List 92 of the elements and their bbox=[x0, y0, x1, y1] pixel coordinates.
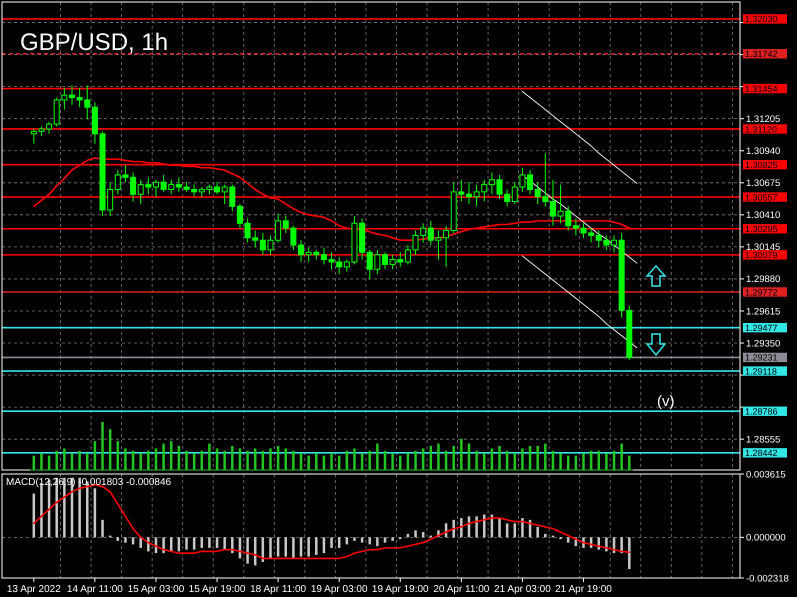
bar bbox=[422, 532, 424, 538]
bar bbox=[223, 537, 226, 550]
bar bbox=[514, 523, 516, 538]
bar bbox=[536, 526, 539, 538]
bar bbox=[452, 520, 455, 538]
x-tick-label: 21 Apr 03:00 bbox=[494, 584, 552, 595]
bar bbox=[116, 537, 120, 541]
y-tick-label: 1.30675 bbox=[746, 178, 780, 190]
ref-line-label: 1.29772 bbox=[745, 287, 778, 298]
y-tick-label: 1.31205 bbox=[746, 114, 780, 125]
bar bbox=[124, 537, 127, 543]
x-tick-label: 14 Apr 11:00 bbox=[66, 584, 124, 595]
ref-line-label: 1.28786 bbox=[745, 406, 778, 417]
y-tick-label: 1.28555 bbox=[746, 434, 780, 446]
bar bbox=[315, 537, 318, 555]
annotation: (v) bbox=[657, 393, 674, 410]
bar bbox=[338, 537, 340, 548]
line-series bbox=[522, 91, 638, 184]
x-tick-label: 21 Apr 19:00 bbox=[555, 584, 612, 595]
bar bbox=[254, 537, 256, 566]
bar bbox=[391, 537, 394, 541]
bar bbox=[566, 537, 570, 543]
bar bbox=[490, 514, 494, 538]
y-tick-label: -0.002318 bbox=[746, 573, 789, 584]
bar bbox=[238, 537, 242, 558]
y-tick-label: 0.003615 bbox=[746, 469, 786, 480]
ref-line-label: 1.30295 bbox=[745, 224, 778, 234]
bar bbox=[170, 537, 172, 552]
x-tick-label: 20 Apr 11:00 bbox=[433, 584, 490, 595]
bar bbox=[292, 537, 295, 558]
bar bbox=[498, 518, 501, 538]
bar bbox=[94, 488, 96, 538]
bar bbox=[208, 537, 211, 548]
bar bbox=[32, 494, 36, 538]
bar bbox=[276, 537, 280, 557]
y-tick-label: 0.000000 bbox=[746, 532, 786, 544]
y-tick-label: 1.30940 bbox=[746, 146, 780, 158]
bar bbox=[185, 537, 188, 550]
bar bbox=[269, 537, 272, 558]
ref-line-label: 1.29477 bbox=[745, 322, 778, 333]
y-tick-label: 1.29350 bbox=[746, 338, 780, 350]
bar bbox=[330, 537, 333, 548]
bar bbox=[482, 514, 486, 538]
bar bbox=[178, 537, 180, 552]
ref-line-label: 1.29231 bbox=[745, 352, 778, 363]
text: GBP/USD, 1h bbox=[20, 29, 168, 56]
x-tick-label: 15 Apr 03:00 bbox=[128, 584, 185, 595]
bar bbox=[300, 537, 302, 557]
ref-line-label: 1.30079 bbox=[745, 250, 778, 260]
line-series bbox=[522, 256, 638, 348]
bar bbox=[192, 537, 196, 550]
bar bbox=[216, 537, 218, 548]
y-tick-label: 1.30410 bbox=[746, 210, 780, 222]
ref-line-label: 1.30557 bbox=[745, 192, 778, 202]
x-tick-label: 13 Apr 2022 bbox=[6, 584, 62, 595]
y-tick-label: 1.29615 bbox=[746, 306, 780, 318]
bar bbox=[475, 516, 478, 538]
bar bbox=[262, 537, 264, 562]
ref-line-label: 1.30825 bbox=[745, 160, 778, 170]
bar bbox=[353, 537, 356, 541]
bar bbox=[200, 537, 204, 548]
bar bbox=[521, 518, 524, 538]
bar bbox=[406, 534, 410, 538]
bar bbox=[346, 537, 348, 544]
bar bbox=[284, 537, 288, 557]
ref-line-label: 1.31742 bbox=[745, 49, 778, 60]
bar bbox=[101, 520, 104, 538]
bar bbox=[544, 534, 547, 538]
bar bbox=[360, 537, 364, 543]
x-tick-label: 15 Apr 19:00 bbox=[188, 584, 246, 595]
ref-line-label: 1.31454 bbox=[745, 84, 778, 94]
bar bbox=[468, 516, 470, 538]
bar bbox=[246, 537, 249, 564]
bar bbox=[628, 537, 631, 569]
bar bbox=[132, 537, 134, 544]
ref-line-label: 1.31120 bbox=[745, 124, 777, 134]
y-tick-label: 1.29880 bbox=[746, 274, 780, 286]
ref-line-label: 1.32030 bbox=[745, 14, 778, 24]
bar bbox=[506, 523, 508, 538]
x-tick-label: 19 Apr 03:00 bbox=[310, 584, 368, 595]
bar bbox=[368, 537, 371, 544]
ref-line-label: 1.28442 bbox=[745, 448, 778, 458]
bar bbox=[384, 537, 386, 543]
x-tick-label: 19 Apr 19:00 bbox=[372, 584, 430, 595]
bar bbox=[139, 537, 142, 548]
x-tick-label: 18 Apr 11:00 bbox=[250, 584, 307, 595]
bar bbox=[322, 537, 326, 554]
bar bbox=[460, 518, 463, 538]
bar bbox=[414, 530, 417, 538]
bar bbox=[376, 537, 379, 546]
bar bbox=[307, 537, 310, 557]
ref-line-label: 1.29118 bbox=[745, 366, 777, 376]
